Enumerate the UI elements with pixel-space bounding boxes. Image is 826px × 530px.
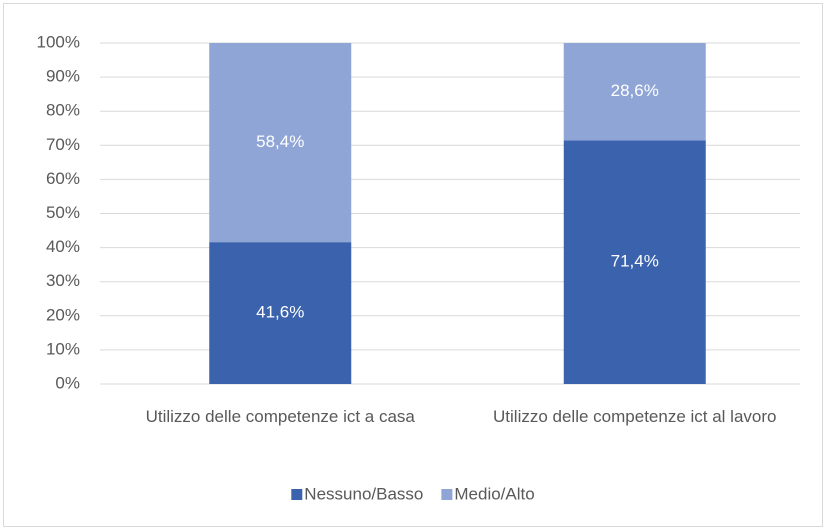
y-tick-label: 0% [55,373,80,392]
y-tick-label: 100% [37,32,80,51]
x-tick-label: Utilizzo delle competenze ict al lavoro [493,407,776,426]
legend-swatch [291,489,303,500]
legend-swatch [441,489,453,500]
y-tick-label: 70% [46,135,80,154]
y-tick-label: 50% [46,203,80,222]
data-label: 71,4% [611,252,659,271]
bar-segment [209,242,352,384]
data-label: 58,4% [256,132,304,151]
data-label: 41,6% [256,303,304,322]
x-tick-label-line: Utilizzo delle competenze ict a casa [146,407,416,426]
data-label: 28,6% [611,81,659,100]
legend-label: Nessuno/Basso [304,484,423,503]
bar-segment [563,140,706,384]
y-tick-label: 40% [46,237,80,256]
y-tick-label: 10% [46,339,80,358]
y-tick-label: 20% [46,305,80,324]
y-tick-label: 30% [46,271,80,290]
legend-label: Medio/Alto [454,484,534,503]
bar-segment [563,43,706,141]
y-tick-label: 80% [46,101,80,120]
y-tick-label: 90% [46,67,80,86]
bar-segment [209,43,352,243]
x-tick-label: Utilizzo delle competenze ict a casa [146,407,416,426]
legend: Nessuno/Basso Medio/Alto [291,484,535,503]
y-tick-label: 60% [46,169,80,188]
x-tick-label-line: Utilizzo delle competenze ict al lavoro [493,407,776,426]
